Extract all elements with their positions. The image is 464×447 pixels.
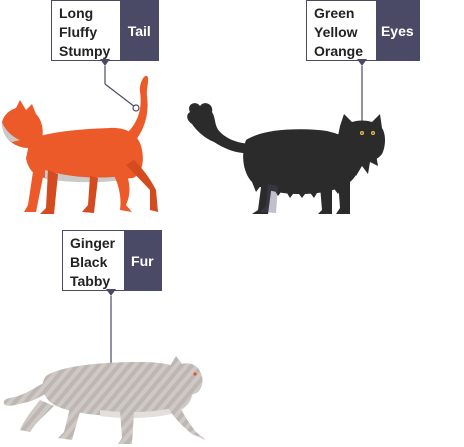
- tail-connector: [100, 59, 140, 112]
- fur-callout: Ginger Black Tabby Fur: [62, 230, 162, 291]
- eyes-callout: Green Yellow Orange Eyes: [306, 0, 420, 61]
- eyes-option: Green: [314, 5, 355, 21]
- tail-option: Fluffy: [59, 24, 98, 40]
- fur-option: Tabby: [70, 273, 111, 289]
- eyes-option: Yellow: [314, 24, 358, 40]
- eyes-label: Eyes: [375, 1, 419, 60]
- eyes-options: Green Yellow Orange: [307, 1, 376, 60]
- tail-option: Stumpy: [59, 43, 111, 59]
- grey-tabby-cat-icon: [3, 356, 206, 444]
- fur-options: Ginger Black Tabby: [63, 231, 124, 290]
- fur-connector: [106, 289, 116, 372]
- black-fluffy-cat-icon: [187, 103, 385, 214]
- fur-option: Black: [70, 254, 108, 270]
- fur-label: Fur: [123, 231, 161, 290]
- tail-option: Long: [59, 5, 94, 21]
- tail-callout: Long Fluffy Stumpy Tail: [51, 0, 159, 61]
- eyes-option: Orange: [314, 43, 364, 59]
- ginger-cat-icon: [2, 75, 158, 214]
- tail-label: Tail: [120, 1, 158, 60]
- fur-option: Ginger: [70, 235, 116, 251]
- tail-options: Long Fluffy Stumpy: [52, 1, 120, 60]
